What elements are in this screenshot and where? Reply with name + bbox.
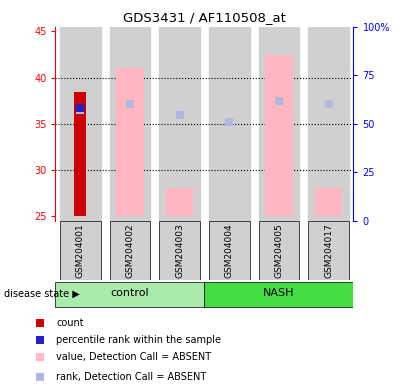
Point [276,310,283,316]
Point [77,105,83,111]
Text: GSM204004: GSM204004 [225,223,234,278]
Point [276,98,282,104]
Bar [209,27,249,221]
Text: GSM204002: GSM204002 [125,223,134,278]
Text: value, Detection Call = ABSENT: value, Detection Call = ABSENT [56,353,212,362]
Bar [259,27,299,221]
Title: GDS3431 / AF110508_at: GDS3431 / AF110508_at [123,11,286,24]
Text: count: count [56,318,84,328]
Point [77,107,83,113]
Bar [308,221,349,280]
Bar [259,221,299,280]
Bar [166,189,193,216]
Bar [60,221,101,280]
Bar [74,91,86,216]
Point [326,101,332,107]
Bar [110,221,150,280]
Bar [315,189,342,216]
Point [226,119,233,125]
Text: NASH: NASH [263,288,295,298]
Text: GSM204005: GSM204005 [275,223,284,278]
Bar [60,27,101,221]
Point [127,101,133,107]
Point [276,129,283,136]
Text: control: control [111,288,149,298]
Text: disease state ▶: disease state ▶ [4,289,80,299]
Bar [266,55,293,216]
Bar [205,282,353,306]
Bar [55,282,205,306]
Bar [209,221,249,280]
Point [176,111,183,118]
Bar [110,27,150,221]
Text: GSM204017: GSM204017 [324,223,333,278]
Bar [159,221,200,280]
Text: rank, Detection Call = ABSENT: rank, Detection Call = ABSENT [56,372,207,382]
Bar [308,27,349,221]
Text: percentile rank within the sample: percentile rank within the sample [56,335,222,345]
Text: GSM204003: GSM204003 [175,223,184,278]
Text: GSM204001: GSM204001 [76,223,85,278]
Bar [116,68,143,216]
Bar [159,27,200,221]
